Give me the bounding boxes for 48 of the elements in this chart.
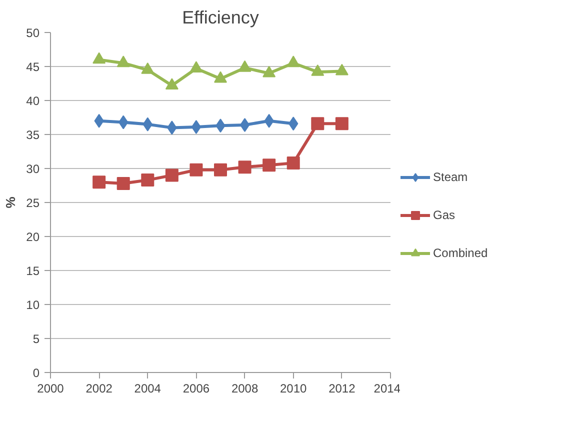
point — [116, 56, 130, 68]
point — [92, 176, 106, 189]
chart-title: Efficiency — [182, 8, 259, 28]
y-tick-label: 5 — [32, 332, 40, 346]
x-tick-label: 2014 — [374, 382, 401, 396]
point — [286, 56, 300, 68]
point — [190, 163, 203, 176]
point — [116, 176, 130, 190]
point — [311, 117, 324, 130]
y-tick-label: 20 — [26, 230, 40, 244]
y-tick-label: 40 — [26, 94, 40, 108]
point — [190, 61, 203, 73]
point — [165, 168, 178, 182]
y-tick-label: 30 — [26, 162, 40, 176]
y-axis-title: % — [3, 196, 18, 208]
point — [141, 62, 154, 74]
y-tick-label: 0 — [32, 366, 40, 380]
point — [92, 52, 106, 64]
point — [262, 66, 276, 78]
y-tick-label: 50 — [26, 26, 40, 40]
x-tick-label: 2000 — [37, 382, 64, 396]
x-tick-label: 2008 — [231, 382, 258, 396]
point — [214, 163, 227, 176]
x-tick-label: 2012 — [328, 382, 356, 396]
legend-label: Gas — [433, 208, 456, 222]
point — [238, 60, 252, 72]
legend-label: Combined — [433, 246, 488, 260]
x-tick-label: 2002 — [86, 382, 113, 396]
x-tick-label: 2010 — [280, 382, 308, 396]
point — [262, 158, 276, 172]
y-tick-label: 15 — [26, 264, 40, 278]
point — [191, 120, 202, 134]
point — [335, 64, 348, 76]
y-tick-label: 25 — [26, 196, 40, 210]
point — [240, 118, 250, 132]
x-tick-label: 2006 — [182, 382, 210, 396]
point — [335, 117, 348, 130]
y-tick-label: 35 — [26, 128, 40, 142]
point — [165, 78, 178, 90]
point — [238, 160, 252, 174]
x-tick-label: 2004 — [134, 382, 162, 396]
point — [286, 156, 300, 170]
point — [311, 64, 324, 76]
point — [141, 174, 154, 187]
point — [214, 71, 227, 83]
legend-label: Steam — [433, 170, 468, 184]
y-tick-label: 45 — [26, 60, 40, 74]
y-tick-label: 10 — [26, 298, 40, 312]
